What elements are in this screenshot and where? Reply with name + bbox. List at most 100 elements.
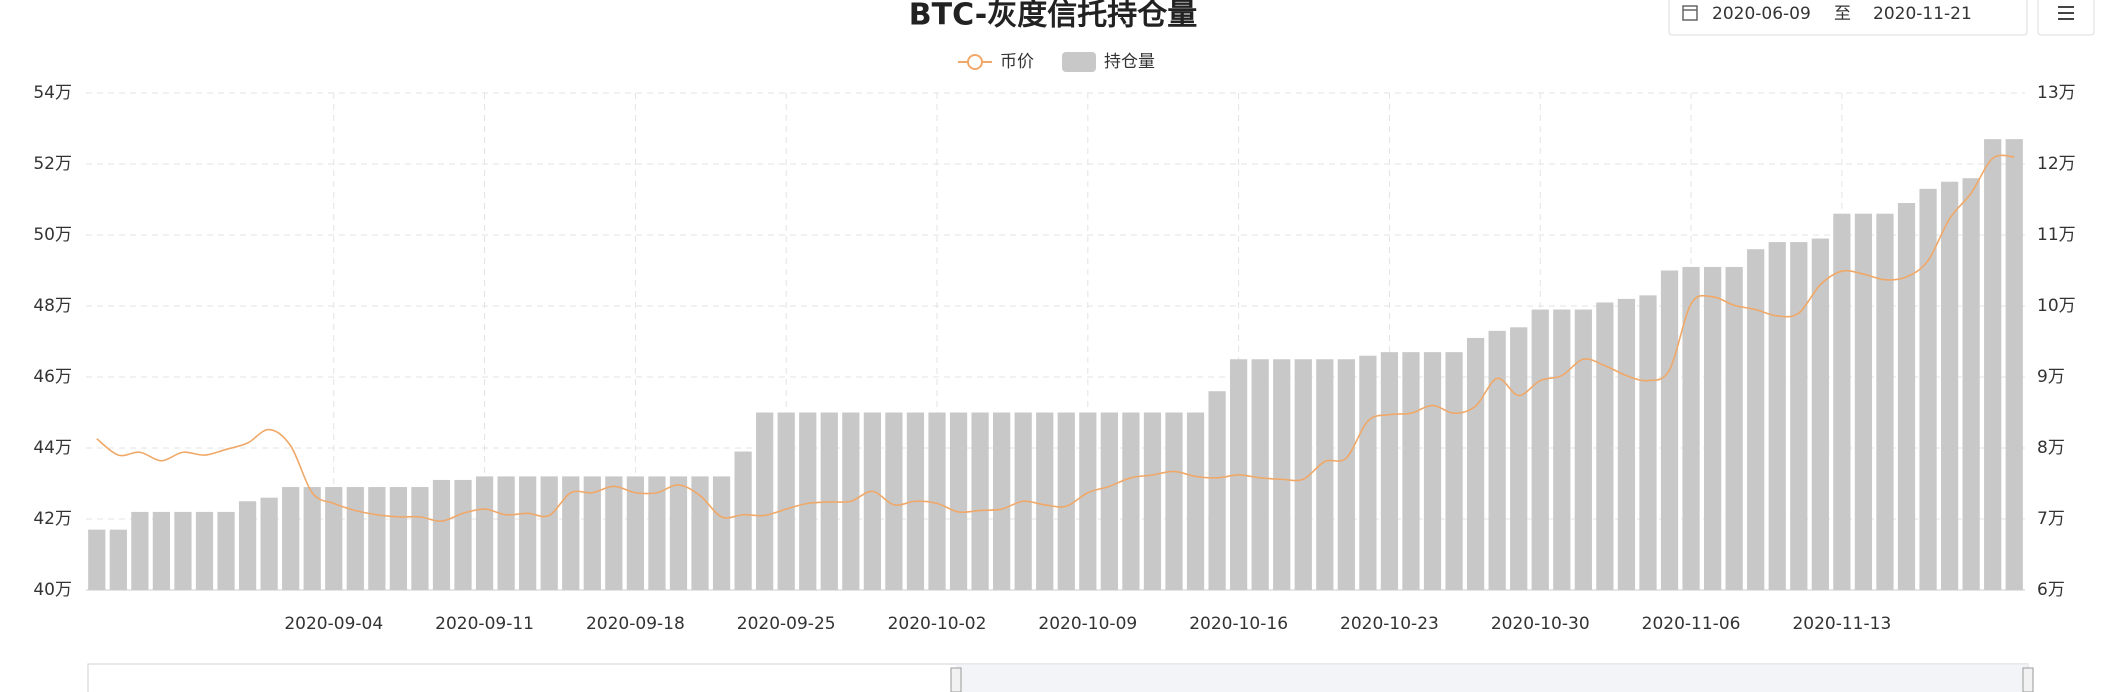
bar [1165, 412, 1183, 590]
x-tick-label: 2020-11-13 [1792, 614, 1891, 634]
bar [1143, 412, 1162, 590]
bar [1574, 309, 1592, 590]
x-tick-label: 2020-09-11 [435, 614, 534, 634]
y2-tick-label: 8万 [2037, 438, 2065, 458]
bar [626, 476, 645, 590]
bar [1208, 391, 1226, 590]
y-tick-label: 40万 [33, 580, 72, 600]
bar [669, 476, 688, 590]
bar [475, 476, 494, 590]
bar [389, 487, 408, 590]
y-tick-label: 54万 [33, 83, 72, 103]
bar [1423, 352, 1442, 590]
bar [799, 412, 817, 590]
date-range-box[interactable] [1668, 0, 2028, 36]
bar [88, 529, 106, 590]
bar [691, 476, 709, 590]
bar [1079, 412, 1097, 590]
bar [1380, 352, 1399, 590]
bar [734, 451, 752, 590]
bar [1402, 352, 1420, 590]
date-range-picker[interactable]: 2020-06-09 至 2020-11-21 [1668, 0, 2028, 36]
y2-tick-label: 7万 [2037, 509, 2065, 529]
data-zoom[interactable] [87, 663, 2034, 692]
y-tick-label: 50万 [33, 225, 72, 245]
zoom-window[interactable] [956, 664, 2028, 692]
bar [583, 476, 601, 590]
bar [1897, 203, 1916, 591]
bar [432, 479, 451, 590]
bar [1057, 412, 1075, 590]
bar [1531, 309, 1549, 590]
bar [1919, 188, 1937, 590]
bar [152, 511, 171, 590]
bar [863, 412, 881, 590]
bar [1811, 238, 1829, 591]
bar [303, 487, 321, 590]
y-tick-label: 42万 [33, 509, 72, 529]
y-tick-label: 44万 [33, 438, 72, 458]
zoom-handle[interactable] [2022, 667, 2034, 692]
calendar-icon [1682, 5, 1698, 21]
bar [1294, 359, 1312, 590]
chart-title: BTC-灰度信托持仓量 [909, 0, 1198, 33]
date-separator: 至 [1834, 4, 1851, 24]
y2-tick-label: 9万 [2037, 367, 2065, 387]
bar [1725, 266, 1743, 590]
bar [1682, 266, 1700, 590]
bar [1510, 327, 1528, 590]
bar [497, 476, 515, 590]
x-tick-label: 2020-09-04 [284, 614, 383, 634]
bar [712, 476, 731, 590]
bar [1445, 352, 1463, 590]
bar [1186, 412, 1205, 590]
bar [1036, 412, 1054, 590]
bar [928, 412, 946, 590]
bar [238, 501, 257, 590]
bar [1316, 359, 1334, 590]
bar [519, 476, 537, 590]
bar [777, 412, 795, 590]
bar [1984, 139, 2002, 590]
bar [217, 511, 235, 590]
bar [1768, 242, 1786, 590]
bar [282, 487, 300, 590]
x-tick-label: 2020-09-18 [586, 614, 685, 634]
bar [562, 476, 580, 590]
bar [540, 476, 558, 590]
zoom-handle[interactable] [950, 667, 962, 692]
legend-label: 持仓量 [1104, 52, 1155, 72]
bar [1553, 309, 1571, 590]
bar [1617, 298, 1636, 590]
bar [325, 487, 343, 590]
bar [109, 529, 127, 590]
bar [195, 511, 214, 590]
legend-marker [967, 54, 983, 70]
bar [131, 511, 149, 590]
legend-label: 币价 [1000, 52, 1034, 72]
bar [411, 487, 429, 590]
bar [1639, 295, 1657, 590]
y2-tick-label: 11万 [2037, 225, 2076, 245]
bar [1660, 270, 1679, 590]
date-end[interactable]: 2020-11-21 [1873, 4, 1972, 24]
date-start[interactable]: 2020-06-09 [1712, 4, 1811, 24]
y2-tick-label: 13万 [2037, 83, 2076, 103]
bar [1251, 359, 1269, 590]
bar [1337, 359, 1355, 590]
bar [648, 476, 666, 590]
bar [993, 412, 1011, 590]
y2-tick-label: 6万 [2037, 580, 2065, 600]
menu-button[interactable] [2037, 0, 2095, 36]
price-line [96, 154, 2015, 522]
bar [1962, 178, 1980, 590]
menu-box[interactable] [2037, 0, 2095, 36]
bar [1273, 359, 1291, 590]
x-tick-label: 2020-10-02 [888, 614, 987, 634]
bar [346, 487, 364, 590]
y-tick-label: 52万 [33, 154, 72, 174]
menu-icon [2058, 6, 2074, 20]
x-tick-label: 2020-11-06 [1642, 614, 1741, 634]
y-tick-label: 48万 [33, 296, 72, 316]
bar [1876, 213, 1894, 590]
